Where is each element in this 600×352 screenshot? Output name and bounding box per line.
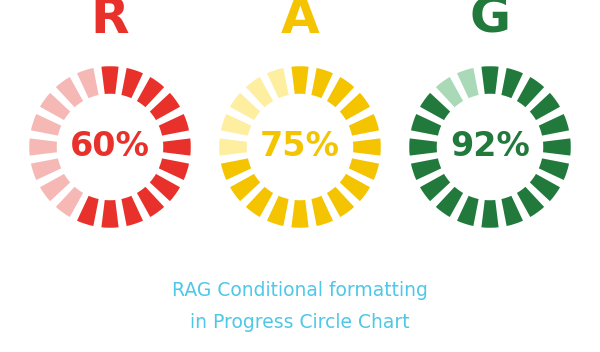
Wedge shape — [352, 137, 382, 157]
Wedge shape — [515, 75, 546, 109]
Wedge shape — [135, 75, 166, 109]
Wedge shape — [347, 157, 380, 182]
Wedge shape — [290, 199, 310, 229]
Wedge shape — [338, 91, 372, 122]
Wedge shape — [325, 185, 356, 219]
Wedge shape — [244, 185, 275, 219]
Wedge shape — [218, 137, 248, 157]
Wedge shape — [76, 194, 100, 227]
Text: 60%: 60% — [70, 131, 150, 163]
Wedge shape — [148, 91, 182, 122]
Text: R: R — [91, 0, 129, 43]
Wedge shape — [220, 157, 253, 182]
Wedge shape — [29, 157, 63, 182]
Wedge shape — [338, 172, 372, 203]
Wedge shape — [418, 172, 452, 203]
Wedge shape — [434, 75, 465, 109]
Wedge shape — [347, 112, 380, 137]
Wedge shape — [325, 75, 356, 109]
Wedge shape — [54, 75, 85, 109]
Wedge shape — [310, 67, 335, 100]
Wedge shape — [537, 157, 571, 182]
Wedge shape — [38, 172, 72, 203]
Text: 92%: 92% — [450, 131, 530, 163]
Wedge shape — [38, 91, 72, 122]
Wedge shape — [515, 185, 546, 219]
Text: A: A — [281, 0, 319, 43]
Wedge shape — [528, 91, 562, 122]
Wedge shape — [418, 91, 452, 122]
Wedge shape — [100, 65, 120, 95]
Wedge shape — [265, 67, 290, 100]
Wedge shape — [408, 137, 439, 157]
Wedge shape — [54, 185, 85, 219]
Text: in Progress Circle Chart: in Progress Circle Chart — [190, 313, 410, 332]
Wedge shape — [244, 75, 275, 109]
Wedge shape — [161, 137, 192, 157]
Wedge shape — [537, 112, 571, 137]
Wedge shape — [120, 194, 145, 227]
Wedge shape — [455, 194, 480, 227]
Wedge shape — [500, 194, 524, 227]
Wedge shape — [310, 194, 335, 227]
Wedge shape — [28, 137, 58, 157]
Wedge shape — [410, 157, 443, 182]
Wedge shape — [29, 112, 63, 137]
Text: G: G — [469, 0, 511, 43]
Text: RAG Conditional formatting: RAG Conditional formatting — [172, 281, 428, 300]
Wedge shape — [434, 185, 465, 219]
Wedge shape — [542, 137, 572, 157]
Wedge shape — [528, 172, 562, 203]
Wedge shape — [100, 199, 120, 229]
Wedge shape — [480, 65, 500, 95]
Wedge shape — [157, 157, 190, 182]
Wedge shape — [228, 91, 262, 122]
Wedge shape — [500, 67, 524, 100]
Wedge shape — [455, 67, 480, 100]
Wedge shape — [228, 172, 262, 203]
Wedge shape — [290, 65, 310, 95]
Wedge shape — [265, 194, 290, 227]
Text: 75%: 75% — [260, 131, 340, 163]
Wedge shape — [157, 112, 190, 137]
Wedge shape — [220, 112, 253, 137]
Wedge shape — [76, 67, 100, 100]
Wedge shape — [410, 112, 443, 137]
Wedge shape — [135, 185, 166, 219]
Wedge shape — [120, 67, 145, 100]
Wedge shape — [148, 172, 182, 203]
Wedge shape — [480, 199, 500, 229]
